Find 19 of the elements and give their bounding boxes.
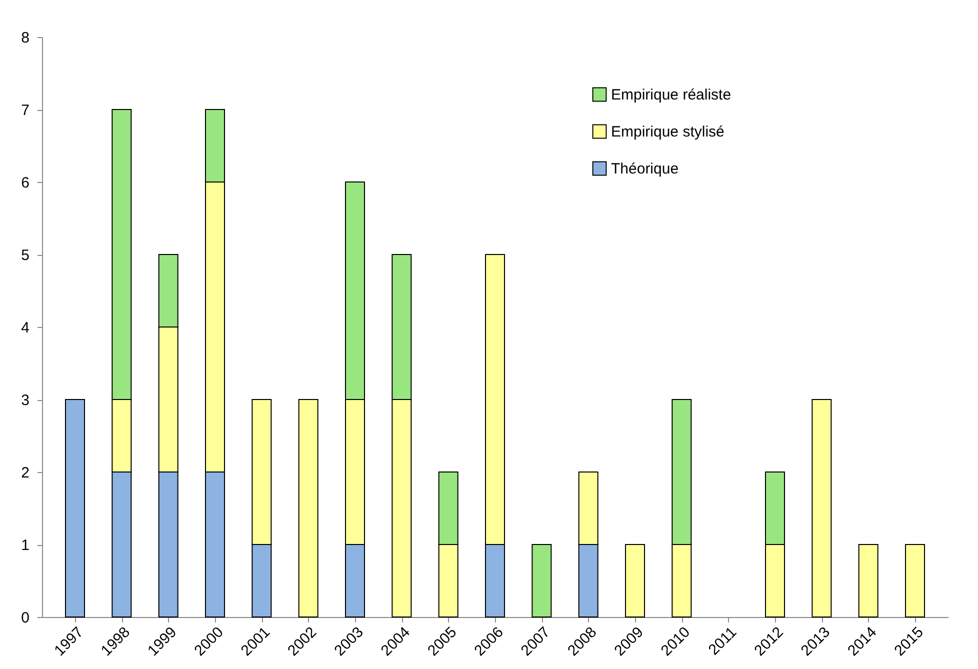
y-tick-label: 0 <box>21 610 30 626</box>
legend-label: Empirique réaliste <box>611 86 732 104</box>
bar <box>905 544 925 618</box>
bar <box>858 544 878 618</box>
bar <box>298 399 318 618</box>
bar <box>532 544 552 618</box>
y-tick-label: 4 <box>21 320 30 336</box>
legend-label: Empirique stylisé <box>611 124 724 140</box>
bar <box>625 544 645 618</box>
bar <box>65 399 85 618</box>
y-tick-label: 8 <box>21 30 30 46</box>
y-tick-label: 2 <box>21 464 30 482</box>
bar <box>812 399 832 618</box>
y-tick-label: 7 <box>21 102 30 119</box>
y-tick-label: 6 <box>21 174 30 192</box>
y-tick-label: 1 <box>21 537 30 554</box>
y-tick-label: 5 <box>21 247 30 264</box>
legend-label: Théorique <box>611 160 679 178</box>
y-tick-label: 3 <box>21 392 30 409</box>
